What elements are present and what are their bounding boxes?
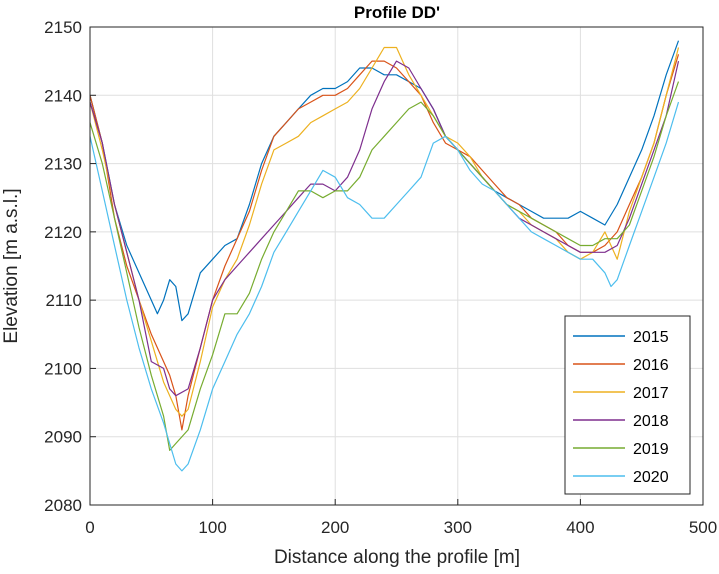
y-tick-label: 2130 bbox=[44, 155, 82, 174]
y-tick-label: 2140 bbox=[44, 86, 82, 105]
y-tick-label: 2150 bbox=[44, 18, 82, 37]
legend-label-2015: 2015 bbox=[633, 329, 669, 346]
y-tick-label: 2080 bbox=[44, 496, 82, 515]
legend-label-2020: 2020 bbox=[633, 469, 669, 486]
y-tick-label: 2090 bbox=[44, 428, 82, 447]
y-tick-label: 2120 bbox=[44, 223, 82, 242]
series-line-2017 bbox=[89, 46, 680, 417]
series-line-2018 bbox=[89, 60, 680, 397]
y-axis-label: Elevation [m a.s.l.] bbox=[1, 188, 22, 343]
x-tick-label: 500 bbox=[689, 518, 717, 537]
y-tick-label: 2100 bbox=[44, 359, 82, 378]
chart-title: Profile DD' bbox=[354, 3, 440, 22]
x-tick-label: 0 bbox=[85, 518, 94, 537]
x-tick-label: 400 bbox=[566, 518, 594, 537]
series-line-2020 bbox=[89, 101, 680, 472]
plot-frame bbox=[89, 26, 704, 506]
x-tick-label: 100 bbox=[198, 518, 226, 537]
x-axis-label: Distance along the profile [m] bbox=[274, 547, 520, 568]
legend-label-2019: 2019 bbox=[633, 441, 669, 458]
legend-label-2018: 2018 bbox=[633, 413, 669, 430]
axis-ticks: 0 100 200 300 400 500 2080 2090 2100 2110 2120 2130… bbox=[44, 18, 717, 537]
legend: 2015 2016 2017 2018 2019 2020 bbox=[564, 315, 691, 495]
legend-box bbox=[564, 315, 691, 495]
series-line-2019 bbox=[89, 81, 680, 451]
legend-label-2016: 2016 bbox=[633, 357, 669, 374]
x-tick-label: 200 bbox=[321, 518, 349, 537]
series-lines bbox=[89, 40, 680, 472]
legend-label-2017: 2017 bbox=[633, 385, 669, 402]
y-tick-label: 2110 bbox=[45, 291, 82, 310]
grid bbox=[90, 27, 703, 505]
x-tick-label: 300 bbox=[444, 518, 472, 537]
